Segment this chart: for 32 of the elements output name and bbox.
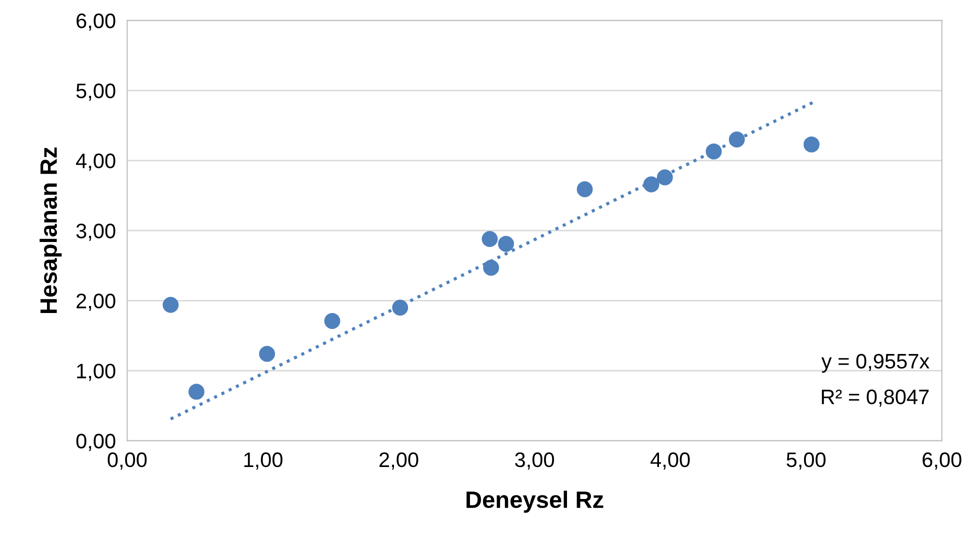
x-tick-label: 6,00	[922, 452, 962, 470]
point	[483, 260, 500, 276]
y-tick-label: 0,00	[76, 434, 116, 451]
x-tick-label: 4,00	[650, 452, 690, 470]
point	[482, 231, 498, 247]
x-tick-label: 2,00	[380, 452, 418, 470]
y-axis-title: Hesaplanan Rz	[40, 147, 62, 313]
x-tick-label: 5,00	[786, 452, 826, 470]
y-tick-label: 1,00	[77, 364, 116, 381]
x-tick-label: 0,00	[108, 452, 147, 470]
y-tick-label: 4,00	[76, 154, 116, 171]
point	[392, 300, 408, 316]
annotation: R² = 0,8047	[822, 390, 929, 407]
point	[324, 312, 340, 329]
point	[162, 296, 179, 313]
x-axis-title: Deneysel Rz	[466, 490, 604, 513]
point	[728, 132, 745, 148]
y-tick-label: 5,00	[76, 84, 116, 101]
point	[188, 384, 204, 400]
y-tick-label: 6,00	[76, 13, 116, 31]
point	[498, 236, 514, 252]
annotation: y = 0,9557x	[821, 354, 930, 373]
point	[643, 176, 660, 192]
y-tick-label: 2,00	[76, 294, 116, 311]
x-tick-label: 3,00	[515, 452, 554, 470]
point	[259, 346, 276, 362]
point	[804, 136, 820, 152]
point	[576, 181, 593, 198]
x-tick-label: 1,00	[244, 452, 282, 470]
point	[706, 143, 722, 160]
y-tick-label: 3,00	[76, 224, 116, 241]
point	[656, 169, 673, 186]
